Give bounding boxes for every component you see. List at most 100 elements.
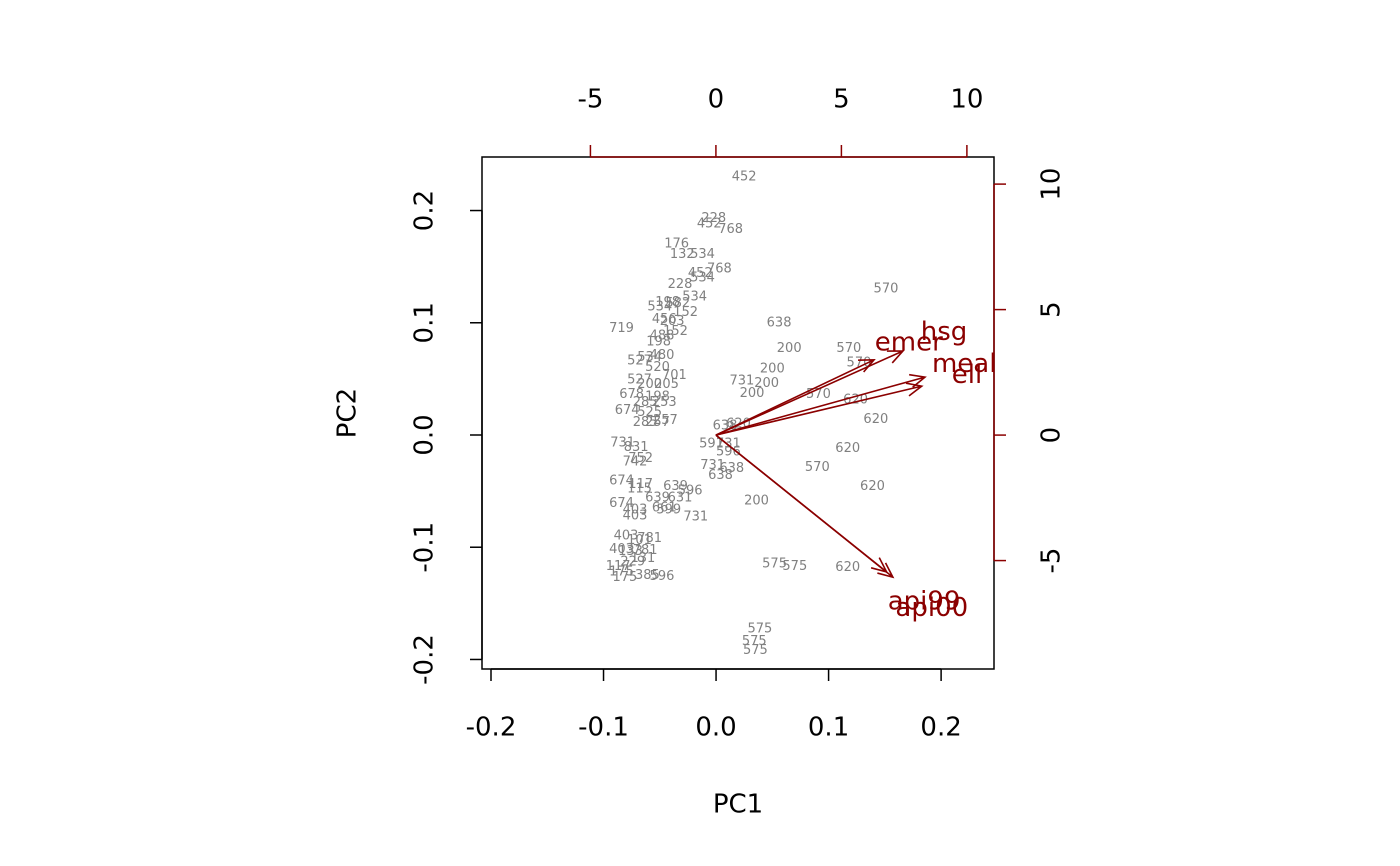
point-label: 596 <box>678 484 703 499</box>
point-label: 781 <box>637 531 662 546</box>
y-tick-label: -0.2 <box>410 634 440 685</box>
point-label: 198 <box>655 295 680 310</box>
y-tick-label: 0.2 <box>410 190 440 231</box>
point-label: 228 <box>668 277 693 292</box>
x-tick-label: 0.2 <box>920 713 961 743</box>
point-label: 175 <box>612 570 637 585</box>
point-label: 674 <box>609 474 634 489</box>
point-label: 701 <box>662 368 687 383</box>
point-label: 596 <box>716 444 741 459</box>
arrow-label: ell <box>952 360 982 390</box>
point-label: 591 <box>699 436 724 451</box>
loading-arrow <box>715 373 927 436</box>
point-label: 200 <box>760 361 785 376</box>
point-label: 257 <box>645 415 670 430</box>
point-label: 639 <box>645 490 670 505</box>
point-label: 488 <box>650 329 675 344</box>
point-label: 152 <box>663 324 688 339</box>
loading-arrow <box>715 382 924 436</box>
y2-tick-label: 0 <box>1037 427 1067 444</box>
point-label: 257 <box>653 413 678 428</box>
point-label: 403 <box>623 503 648 518</box>
point-label: 480 <box>650 348 675 363</box>
point-label: 205 <box>654 377 679 392</box>
point-label: 527 <box>627 353 652 368</box>
point-label: 403 <box>614 529 639 544</box>
point-label: 403 <box>623 508 648 523</box>
point-label: 253 <box>652 395 677 410</box>
point-label: 175 <box>609 564 634 579</box>
loading-arrow <box>715 350 905 436</box>
point-label: 285 <box>633 395 658 410</box>
point-label: 117 <box>606 559 631 574</box>
point-label: 674 <box>609 496 634 511</box>
x-tick-label: -0.1 <box>578 713 629 743</box>
point-label: 534 <box>637 350 662 365</box>
point-label: 631 <box>668 490 693 505</box>
point-label: 575 <box>782 559 807 574</box>
point-label: 620 <box>835 441 860 456</box>
point-label: 639 <box>663 479 688 494</box>
arrow-label: api00 <box>895 593 968 623</box>
point-label: 620 <box>863 412 888 427</box>
point-label: 525 <box>637 405 662 420</box>
point-label: 768 <box>718 222 743 237</box>
point-label: 638 <box>767 315 792 330</box>
point-label: 638 <box>713 419 738 434</box>
point-label: 638 <box>708 468 733 483</box>
x-tick-label: 0.0 <box>695 713 736 743</box>
point-label: 575 <box>762 557 787 572</box>
arrow-label: emer <box>875 328 943 358</box>
point-label: 678 <box>619 387 644 402</box>
point-layer: 4522284527681761325347684525342285341985… <box>606 169 994 658</box>
point-label: 132 <box>670 247 695 262</box>
x2-tick-label: 5 <box>833 85 850 115</box>
point-label: 452 <box>688 266 713 281</box>
point-label: 117 <box>628 477 653 492</box>
x-tick-label: -0.2 <box>466 713 517 743</box>
point-label: 115 <box>627 481 652 496</box>
point-label: 200 <box>754 376 779 391</box>
point-label: 731 <box>700 458 725 473</box>
point-label: 620 <box>835 560 860 575</box>
arrow-label: hsg <box>921 317 968 347</box>
point-label: 131 <box>631 551 656 566</box>
point-label: 200 <box>744 494 769 509</box>
point-label: 152 <box>673 305 698 320</box>
point-label: 575 <box>743 643 768 658</box>
point-label: 731 <box>730 374 755 389</box>
point-label: 661 <box>652 500 677 515</box>
point-label: 385 <box>635 568 660 583</box>
y2-tick-label: 5 <box>1037 301 1067 318</box>
point-label: 570 <box>806 387 831 402</box>
point-label: 570 <box>805 460 830 475</box>
point-label: 752 <box>628 451 653 466</box>
point-label: 570 <box>836 341 861 356</box>
point-label: 452 <box>697 217 722 232</box>
point-label: 133 <box>618 544 643 559</box>
point-label: 534 <box>690 247 715 262</box>
point-label: 452 <box>732 169 757 184</box>
point-label: 620 <box>860 479 885 494</box>
y-tick-label: 0.0 <box>410 414 440 455</box>
point-label: 456 <box>652 312 677 327</box>
point-label: 599 <box>656 503 681 518</box>
y-tick-label: -0.1 <box>410 522 440 573</box>
point-label: 198 <box>645 389 670 404</box>
point-label: 200 <box>777 341 802 356</box>
point-label: 638 <box>719 461 744 476</box>
point-label: 719 <box>609 321 634 336</box>
x2-tick-label: 0 <box>708 85 725 115</box>
point-label: 527 <box>627 373 652 388</box>
x2-tick-label: -5 <box>577 85 603 115</box>
y-tick-label: 0.1 <box>410 302 440 343</box>
point-label: 285 <box>633 415 658 430</box>
point-label: 781 <box>633 543 658 558</box>
point-label: 731 <box>610 435 635 450</box>
point-label: 200 <box>637 377 662 392</box>
point-label: 575 <box>748 622 773 637</box>
point-label: 768 <box>707 261 732 276</box>
point-label: 176 <box>664 237 689 252</box>
point-label: 200 <box>740 386 765 401</box>
